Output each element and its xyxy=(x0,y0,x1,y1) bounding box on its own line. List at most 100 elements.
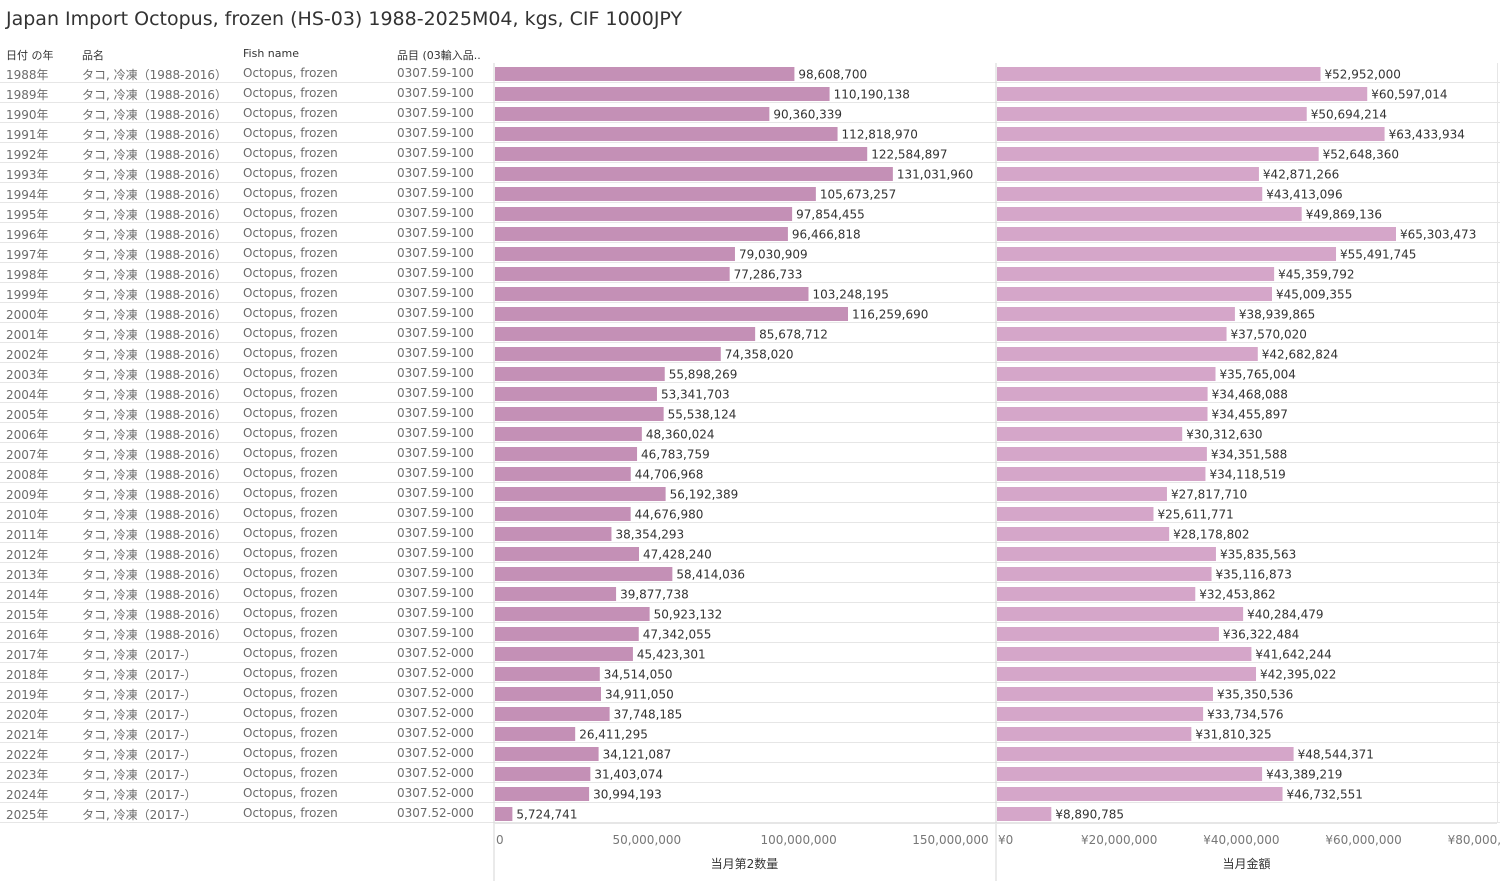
header-fish-name[interactable]: Fish name xyxy=(243,47,299,60)
table-row[interactable]: 1997年 タコ, 冷凍（1988-2016） Octopus, frozen 030… xyxy=(0,243,1500,263)
fish-name-cell: Octopus, frozen xyxy=(243,726,338,740)
header-year[interactable]: 日付 の年 xyxy=(6,49,54,62)
value-bar xyxy=(997,227,1396,241)
table-row[interactable]: 2001年 タコ, 冷凍（1988-2016） Octopus, frozen 030… xyxy=(0,323,1500,343)
item-name-cell: タコ, 冷凍（2017-） xyxy=(82,728,197,742)
qty-tick-label: 100,000,000 xyxy=(760,833,836,847)
table-row[interactable]: 2017年 タコ, 冷凍（2017-） Octopus, frozen 0307.52… xyxy=(0,643,1500,663)
table-row[interactable]: 2013年 タコ, 冷凍（1988-2016） Octopus, frozen 030… xyxy=(0,563,1500,583)
qty-bar xyxy=(495,327,756,341)
qty-data-label: 85,678,712 xyxy=(759,328,828,342)
year-cell: 1994年 xyxy=(6,188,49,202)
table-row[interactable]: 2015年 タコ, 冷凍（1988-2016） Octopus, frozen 030… xyxy=(0,603,1500,623)
table-row[interactable]: 2009年 タコ, 冷凍（1988-2016） Octopus, frozen 030… xyxy=(0,483,1500,503)
table-row[interactable]: 2011年 タコ, 冷凍（1988-2016） Octopus, frozen 030… xyxy=(0,523,1500,543)
value-bar xyxy=(997,387,1208,401)
qty-data-label: 46,783,759 xyxy=(641,448,710,462)
table-row[interactable]: 2005年 タコ, 冷凍（1988-2016） Octopus, frozen 030… xyxy=(0,403,1500,423)
table-row[interactable]: 2016年 タコ, 冷凍（1988-2016） Octopus, frozen 030… xyxy=(0,623,1500,643)
item-name-cell: タコ, 冷凍（2017-） xyxy=(82,648,197,662)
qty-data-label: 110,190,138 xyxy=(834,88,910,102)
qty-bar xyxy=(495,167,893,181)
table-row[interactable]: 1989年 タコ, 冷凍（1988-2016） Octopus, frozen 030… xyxy=(0,83,1500,103)
qty-bar xyxy=(495,727,576,741)
value-data-label: ¥49,869,136 xyxy=(1306,208,1382,222)
table-row[interactable]: 2023年 タコ, 冷凍（2017-） Octopus, frozen 0307.52… xyxy=(0,763,1500,783)
year-cell: 1999年 xyxy=(6,288,49,302)
table-row[interactable]: 2008年 タコ, 冷凍（1988-2016） Octopus, frozen 030… xyxy=(0,463,1500,483)
fish-name-cell: Octopus, frozen xyxy=(243,146,338,160)
qty-bar xyxy=(495,687,602,701)
item-code-cell: 0307.59-100 xyxy=(397,486,474,500)
table-row[interactable]: 1993年 タコ, 冷凍（1988-2016） Octopus, frozen 030… xyxy=(0,163,1500,183)
table-row[interactable]: 1990年 タコ, 冷凍（1988-2016） Octopus, frozen 030… xyxy=(0,103,1500,123)
item-name-cell: タコ, 冷凍（2017-） xyxy=(82,668,197,682)
table-row[interactable]: 1999年 タコ, 冷凍（1988-2016） Octopus, frozen 030… xyxy=(0,283,1500,303)
item-code-cell: 0307.59-100 xyxy=(397,186,474,200)
fish-name-cell: Octopus, frozen xyxy=(243,326,338,340)
table-row[interactable]: 2021年 タコ, 冷凍（2017-） Octopus, frozen 0307.52… xyxy=(0,723,1500,743)
item-code-cell: 0307.59-100 xyxy=(397,566,474,580)
fish-name-cell: Octopus, frozen xyxy=(243,366,338,380)
item-code-cell: 0307.52-000 xyxy=(397,686,474,700)
table-row[interactable]: 1994年 タコ, 冷凍（1988-2016） Octopus, frozen 030… xyxy=(0,183,1500,203)
table-row[interactable]: 2025年 タコ, 冷凍（2017-） Octopus, frozen 0307.52… xyxy=(0,803,1500,823)
table-row[interactable]: 2020年 タコ, 冷凍（2017-） Octopus, frozen 0307.52… xyxy=(0,703,1500,723)
fish-name-cell: Octopus, frozen xyxy=(243,186,338,200)
year-cell: 1993年 xyxy=(6,168,49,182)
qty-data-label: 45,423,301 xyxy=(637,648,706,662)
qty-data-label: 37,748,185 xyxy=(614,708,683,722)
value-tick-label: ¥0 xyxy=(998,833,1013,847)
year-cell: 2023年 xyxy=(6,768,49,782)
qty-data-label: 74,358,020 xyxy=(725,348,794,362)
year-cell: 2014年 xyxy=(6,588,49,602)
header-name[interactable]: 品名 xyxy=(82,49,104,62)
table-row[interactable]: 2010年 タコ, 冷凍（1988-2016） Octopus, frozen 030… xyxy=(0,503,1500,523)
value-bar xyxy=(997,667,1257,681)
row-divider xyxy=(0,462,1500,463)
table-row[interactable]: 2000年 タコ, 冷凍（1988-2016） Octopus, frozen 030… xyxy=(0,303,1500,323)
table-row[interactable]: 2004年 タコ, 冷凍（1988-2016） Octopus, frozen 030… xyxy=(0,383,1500,403)
item-name-cell: タコ, 冷凍（1988-2016） xyxy=(82,188,228,202)
value-data-label: ¥42,682,824 xyxy=(1262,348,1338,362)
item-name-cell: タコ, 冷凍（1988-2016） xyxy=(82,328,228,342)
fish-name-cell: Octopus, frozen xyxy=(243,286,338,300)
item-name-cell: タコ, 冷凍（1988-2016） xyxy=(82,288,228,302)
header-code[interactable]: 品目 (03輸入品.. xyxy=(397,49,481,62)
table-row[interactable]: 1995年 タコ, 冷凍（1988-2016） Octopus, frozen 030… xyxy=(0,203,1500,223)
table-row[interactable]: 2002年 タコ, 冷凍（1988-2016） Octopus, frozen 030… xyxy=(0,343,1500,363)
table-row[interactable]: 2018年 タコ, 冷凍（2017-） Octopus, frozen 0307.52… xyxy=(0,663,1500,683)
table-row[interactable]: 1998年 タコ, 冷凍（1988-2016） Octopus, frozen 030… xyxy=(0,263,1500,283)
table-row[interactable]: 1991年 タコ, 冷凍（1988-2016） Octopus, frozen 030… xyxy=(0,123,1500,143)
table-row[interactable]: 1992年 タコ, 冷凍（1988-2016） Octopus, frozen 030… xyxy=(0,143,1500,163)
row-divider xyxy=(0,662,1500,663)
value-data-label: ¥25,611,771 xyxy=(1157,508,1233,522)
value-data-label: ¥27,817,710 xyxy=(1171,488,1247,502)
table-row[interactable]: 1996年 タコ, 冷凍（1988-2016） Octopus, frozen 030… xyxy=(0,223,1500,243)
year-cell: 1998年 xyxy=(6,268,49,282)
fish-name-cell: Octopus, frozen xyxy=(243,786,338,800)
value-tick-label: ¥40,000,000 xyxy=(1203,833,1279,847)
table-row[interactable]: 2012年 タコ, 冷凍（1988-2016） Octopus, frozen 030… xyxy=(0,543,1500,563)
table-row[interactable]: 2019年 タコ, 冷凍（2017-） Octopus, frozen 0307.52… xyxy=(0,683,1500,703)
row-divider xyxy=(0,702,1500,703)
row-divider xyxy=(0,742,1500,743)
table-row[interactable]: 1988年 タコ, 冷凍（1988-2016） Octopus, frozen 030… xyxy=(0,63,1500,83)
table-row[interactable]: 2014年 タコ, 冷凍（1988-2016） Octopus, frozen 030… xyxy=(0,583,1500,603)
table-row[interactable]: 2007年 タコ, 冷凍（1988-2016） Octopus, frozen 030… xyxy=(0,443,1500,463)
table-row[interactable]: 2024年 タコ, 冷凍（2017-） Octopus, frozen 0307.52… xyxy=(0,783,1500,803)
row-divider xyxy=(0,242,1500,243)
item-name-cell: タコ, 冷凍（2017-） xyxy=(82,708,197,722)
value-data-label: ¥42,395,022 xyxy=(1260,668,1336,682)
value-data-label: ¥55,491,745 xyxy=(1340,248,1416,262)
table-row[interactable]: 2022年 タコ, 冷凍（2017-） Octopus, frozen 0307.52… xyxy=(0,743,1500,763)
item-name-cell: タコ, 冷凍（1988-2016） xyxy=(82,508,228,522)
value-bar xyxy=(997,627,1219,641)
year-cell: 1992年 xyxy=(6,148,49,162)
table-row[interactable]: 2006年 タコ, 冷凍（1988-2016） Octopus, frozen 030… xyxy=(0,423,1500,443)
table-row[interactable]: 2003年 タコ, 冷凍（1988-2016） Octopus, frozen 030… xyxy=(0,363,1500,383)
item-code-cell: 0307.52-000 xyxy=(397,666,474,680)
page-title: Japan Import Octopus, frozen (HS-03) 198… xyxy=(6,8,683,30)
value-bar xyxy=(997,547,1216,561)
item-code-cell: 0307.59-100 xyxy=(397,86,474,100)
